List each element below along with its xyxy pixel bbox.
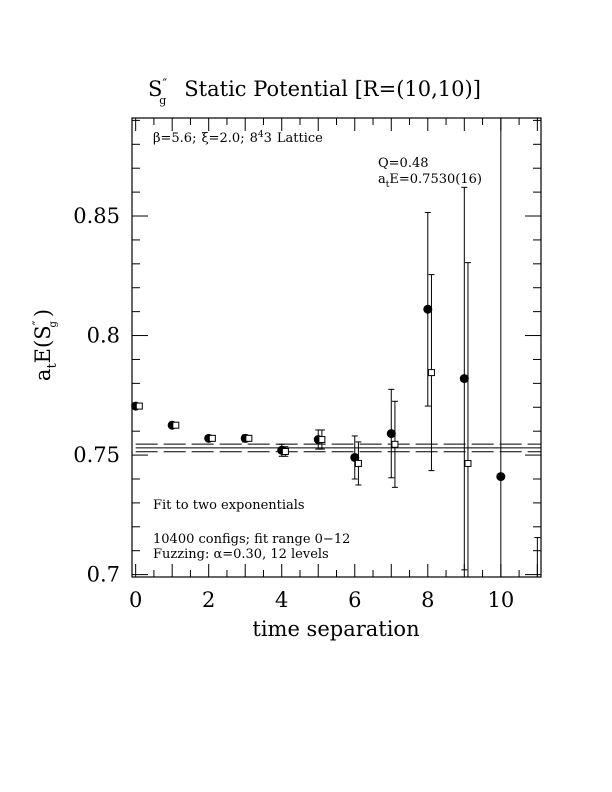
lattice-annotation: β=5.6; ξ=2.0; 843 Lattice [153, 130, 323, 146]
configs-annotation: 10400 configs; fit range 0−12 [153, 532, 350, 547]
data-point-square [391, 440, 399, 448]
y-tick-label: 0.75 [73, 443, 120, 467]
x-tick-label: 2 [202, 588, 215, 612]
data-point-circle [423, 304, 433, 314]
fit-band [135, 443, 541, 453]
x-tick-label: 8 [421, 588, 434, 612]
y-tick-label: 0.7 [87, 563, 120, 587]
y-tick-label: 0.8 [87, 324, 120, 348]
data-markers [131, 304, 506, 482]
data-point-circle [459, 374, 469, 384]
data-point-square [464, 459, 472, 467]
data-point-square [208, 434, 216, 442]
y-tick-label: 0.85 [73, 204, 120, 228]
y-axis-label: atE(S″ g) [31, 309, 60, 381]
svg-text:atE(S″g): atE(S″ g) [31, 309, 60, 381]
x-tick-label: 10 [487, 588, 514, 612]
axis-tick-labels: 0 2 4 6 8 10 0.7 0.75 0.8 0.85 [73, 204, 514, 612]
data-point-square [354, 459, 362, 467]
data-point-circle [496, 472, 506, 482]
data-point-square [135, 402, 143, 410]
data-point-square [172, 421, 180, 429]
data-point-square [245, 434, 253, 442]
axis-ticks [132, 118, 541, 577]
x-tick-label: 4 [275, 588, 288, 612]
q-annotation: Q=0.48 [378, 156, 429, 171]
data-point-circle [386, 429, 396, 439]
data-point-circle [350, 452, 360, 462]
fuzzing-annotation: Fuzzing: α=0.30, 12 levels [153, 547, 329, 562]
x-tick-label: 6 [348, 588, 361, 612]
energy-annotation: atE=0.7530(16) [378, 172, 482, 190]
fit-description: Fit to two exponentials [153, 498, 305, 513]
x-axis-label: time separation [252, 617, 419, 641]
data-point-square [318, 436, 326, 444]
data-point-square [281, 447, 289, 455]
x-tick-label: 0 [129, 588, 142, 612]
data-point-square [427, 369, 435, 377]
chart-title: S″ g Static Potential [R=(10,10)] [148, 77, 481, 107]
